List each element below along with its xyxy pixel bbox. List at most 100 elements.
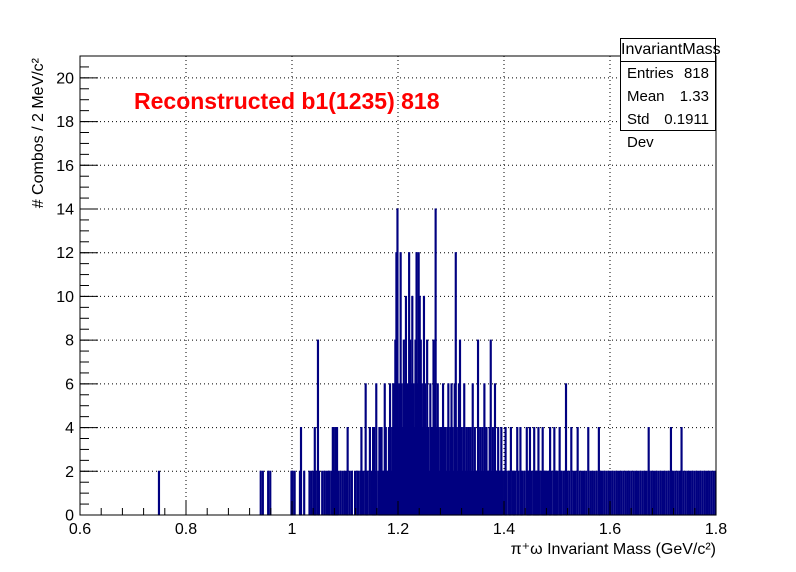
histogram-bin: [611, 470, 614, 516]
histogram-bin: [157, 470, 161, 516]
histogram-bin: [521, 470, 524, 516]
histogram-bin: [325, 470, 328, 516]
y-tick-label: 16: [56, 158, 74, 175]
stats-box: InvariantMass Entries 818 Mean 1.33 Std …: [620, 38, 721, 151]
histogram-bin: [529, 470, 533, 516]
histogram-bin: [680, 427, 683, 516]
stats-value: 818: [683, 65, 709, 82]
histogram-bin: [710, 470, 713, 516]
histogram-bin: [624, 470, 627, 516]
histogram-bin: [663, 470, 666, 516]
stats-title: InvariantMass: [621, 39, 721, 62]
y-axis-label: # Combos / 2 MeV/c²: [30, 57, 47, 208]
histogram-bin: [303, 470, 306, 516]
histogram-bin: [613, 470, 616, 516]
y-tick-label: 12: [56, 245, 74, 262]
histogram-bin: [368, 427, 371, 516]
histogram-bin: [585, 470, 588, 516]
histogram-bin: [603, 470, 606, 516]
histogram-bin: [366, 470, 369, 516]
x-axis-label: π⁺ω Invariant Mass (GeV/c²): [511, 541, 716, 558]
histogram-bin: [343, 470, 346, 516]
stats-row-mean: Mean 1.33: [621, 85, 715, 108]
histogram-bin: [688, 470, 692, 516]
histogram-bin: [574, 470, 577, 516]
histogram-bin: [645, 470, 648, 516]
histogram-bin: [267, 470, 270, 516]
y-tick-label: 8: [65, 333, 74, 350]
histogram-bin: [598, 470, 602, 516]
histogram-bin: [308, 470, 311, 516]
histogram-bin: [505, 470, 508, 516]
histogram-bin: [659, 470, 662, 516]
histogram-bin: [348, 470, 351, 516]
histogram-bin: [314, 470, 317, 516]
histogram-bin: [600, 470, 604, 516]
histogram-bin: [562, 470, 565, 516]
histogram-bin: [514, 470, 517, 516]
histogram-bin: [570, 427, 573, 516]
histogram-bin: [676, 470, 679, 516]
histogram-bin: [648, 470, 651, 516]
histogram-bin: [605, 470, 608, 516]
histogram-bin: [686, 470, 689, 516]
histogram-bin: [362, 470, 365, 516]
stats-label: Mean: [627, 88, 665, 105]
histogram-bin: [678, 470, 681, 516]
y-tick-label: 4: [65, 420, 74, 437]
histogram-bin: [684, 470, 687, 516]
histogram-bin: [607, 470, 610, 516]
histogram-bin: [655, 470, 658, 516]
histogram-bin: [615, 470, 618, 516]
y-tick-label: 0: [65, 508, 74, 525]
stats-label: Std Dev: [627, 111, 654, 151]
y-tick-label: 10: [56, 289, 74, 306]
histogram-bin: [578, 470, 581, 516]
stats-value: 0.1911: [664, 111, 709, 128]
histogram-bin: [669, 427, 673, 516]
histogram-bin: [323, 470, 326, 516]
histogram-bin: [643, 470, 646, 516]
histogram-bin: [582, 470, 586, 516]
y-tick-label: 2: [65, 464, 74, 481]
y-tick-label: 20: [56, 70, 74, 87]
histogram-bin: [357, 470, 360, 516]
histogram-bin: [628, 470, 631, 516]
histogram-bin: [701, 470, 704, 516]
histogram-bin: [632, 470, 635, 516]
histogram-bin: [705, 470, 709, 516]
histogram-bin: [341, 470, 344, 516]
histogram-bin: [538, 470, 541, 516]
histogram-bin: [509, 427, 512, 516]
histogram-bin: [595, 470, 598, 516]
histogram-bin: [708, 470, 711, 516]
histogram-bin: [550, 470, 553, 516]
histogram-bin: [568, 470, 571, 516]
histogram-bin: [328, 470, 331, 516]
axis-ticks: [79, 55, 717, 516]
histogram-bin: [626, 470, 629, 516]
stats-row-stddev: Std Dev 0.1911: [621, 108, 715, 151]
histogram-bin: [375, 383, 378, 516]
histogram-bin: [587, 427, 590, 516]
histogram-bin: [261, 470, 264, 516]
histogram-bin: [321, 470, 324, 516]
histogram-bin: [591, 470, 594, 516]
histogram-bin: [299, 427, 303, 516]
histogram-bin: [556, 470, 559, 516]
histogram-bin: [339, 470, 342, 516]
histogram-bin: [560, 470, 563, 516]
histogram-bin: [637, 470, 640, 516]
histogram-bin: [641, 470, 644, 516]
stats-row-entries: Entries 818: [621, 62, 715, 85]
x-tick-label: 1.8: [705, 521, 727, 538]
histogram-bin: [665, 470, 668, 516]
histogram-bin: [657, 470, 660, 516]
stats-value: 1.33: [679, 88, 709, 105]
y-tick-label: 14: [56, 202, 74, 219]
histogram-bin: [517, 470, 520, 516]
x-tick-label: 1.6: [599, 521, 621, 538]
histogram-bin: [617, 470, 621, 516]
histogram-bin: [697, 470, 700, 516]
